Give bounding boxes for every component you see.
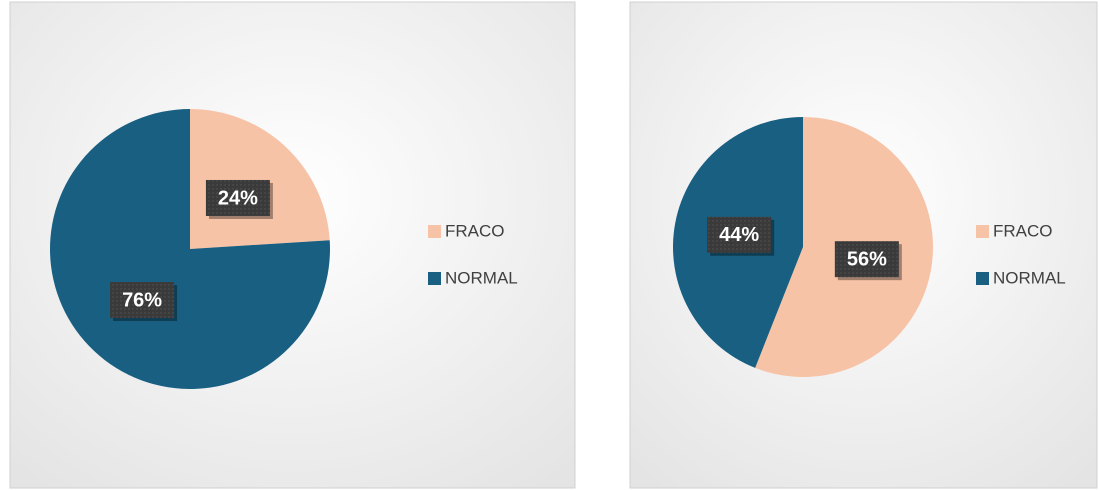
legend-label: NORMAL	[445, 268, 518, 287]
data-label: 76%	[122, 289, 162, 311]
label-box	[834, 241, 899, 278]
pie-slice	[50, 108, 330, 390]
data-label: 44%	[719, 224, 759, 246]
legend-swatch	[976, 272, 989, 285]
legend-label: NORMAL	[993, 268, 1066, 287]
legend-swatch	[976, 225, 989, 238]
label-box	[205, 179, 270, 216]
label-box	[110, 282, 175, 319]
legend-swatch	[428, 272, 441, 285]
legend-swatch	[428, 225, 441, 238]
legend-label: FRACO	[445, 221, 505, 240]
legend-label: FRACO	[993, 221, 1053, 240]
data-label: 24%	[218, 187, 258, 209]
data-label: 56%	[847, 248, 887, 270]
label-box	[707, 216, 772, 253]
